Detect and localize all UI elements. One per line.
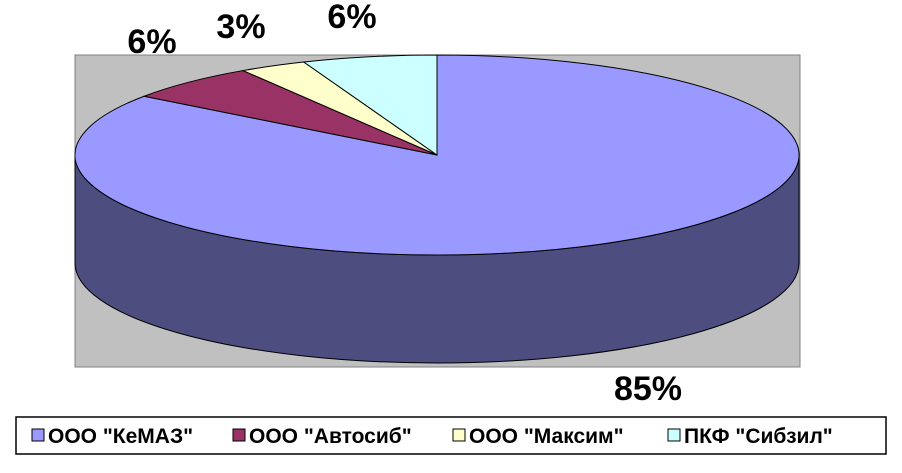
data-label-avtosib: 6%: [127, 23, 176, 61]
data-label-maksim: 3%: [216, 8, 265, 46]
pie-slice-sibzil: [302, 54, 438, 156]
legend-swatch-kemaz: [31, 428, 45, 442]
pie-slices: [74, 54, 800, 364]
legend: ООО "КеМАЗ" ООО "Автосиб" ООО "Максим" П…: [15, 416, 887, 455]
legend-swatch-sibzil: [667, 428, 681, 442]
legend-label-avtosib: ООО "Автосиб": [249, 425, 412, 448]
data-label-sibzil: 6%: [327, 0, 376, 36]
data-labels: 85% 6% 3% 6%: [127, 0, 682, 408]
legend-swatch-maksim: [452, 428, 466, 442]
pie-slice-avtosib: [142, 70, 438, 156]
legend-label-sibzil: ПКФ "Сибзил": [684, 425, 833, 448]
legend-box: [15, 416, 887, 455]
legend-label-maksim: ООО "Максим": [469, 425, 624, 448]
legend-label-kemaz: ООО "КеМАЗ": [48, 425, 193, 448]
legend-swatch-avtosib: [232, 428, 246, 442]
data-label-kemaz: 85%: [614, 370, 682, 408]
